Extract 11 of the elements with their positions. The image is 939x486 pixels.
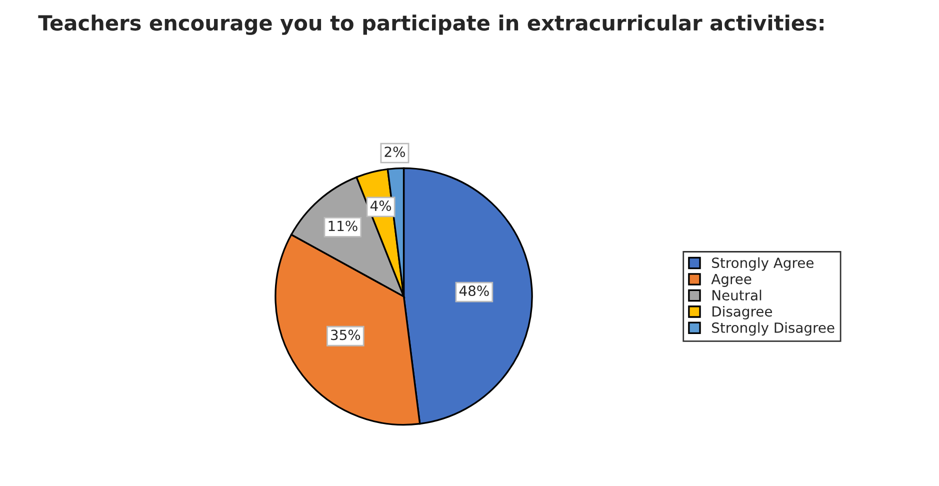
legend-label: Disagree: [712, 306, 772, 320]
legend-label: Strongly Agree: [712, 257, 814, 271]
legend-label: Neutral: [712, 290, 762, 300]
legend-label: Strongly Disagree: [712, 322, 834, 336]
data-label: 48%: [459, 286, 489, 296]
data-label: 2%: [384, 146, 405, 158]
data-label: 4%: [370, 200, 392, 212]
chart-title: Teachers encourage you to participate in extracurricular activities:: [38, 14, 824, 35]
legend-label: Agree: [711, 274, 752, 287]
data-label: 11%: [328, 220, 358, 232]
data-label: 35%: [331, 330, 360, 340]
